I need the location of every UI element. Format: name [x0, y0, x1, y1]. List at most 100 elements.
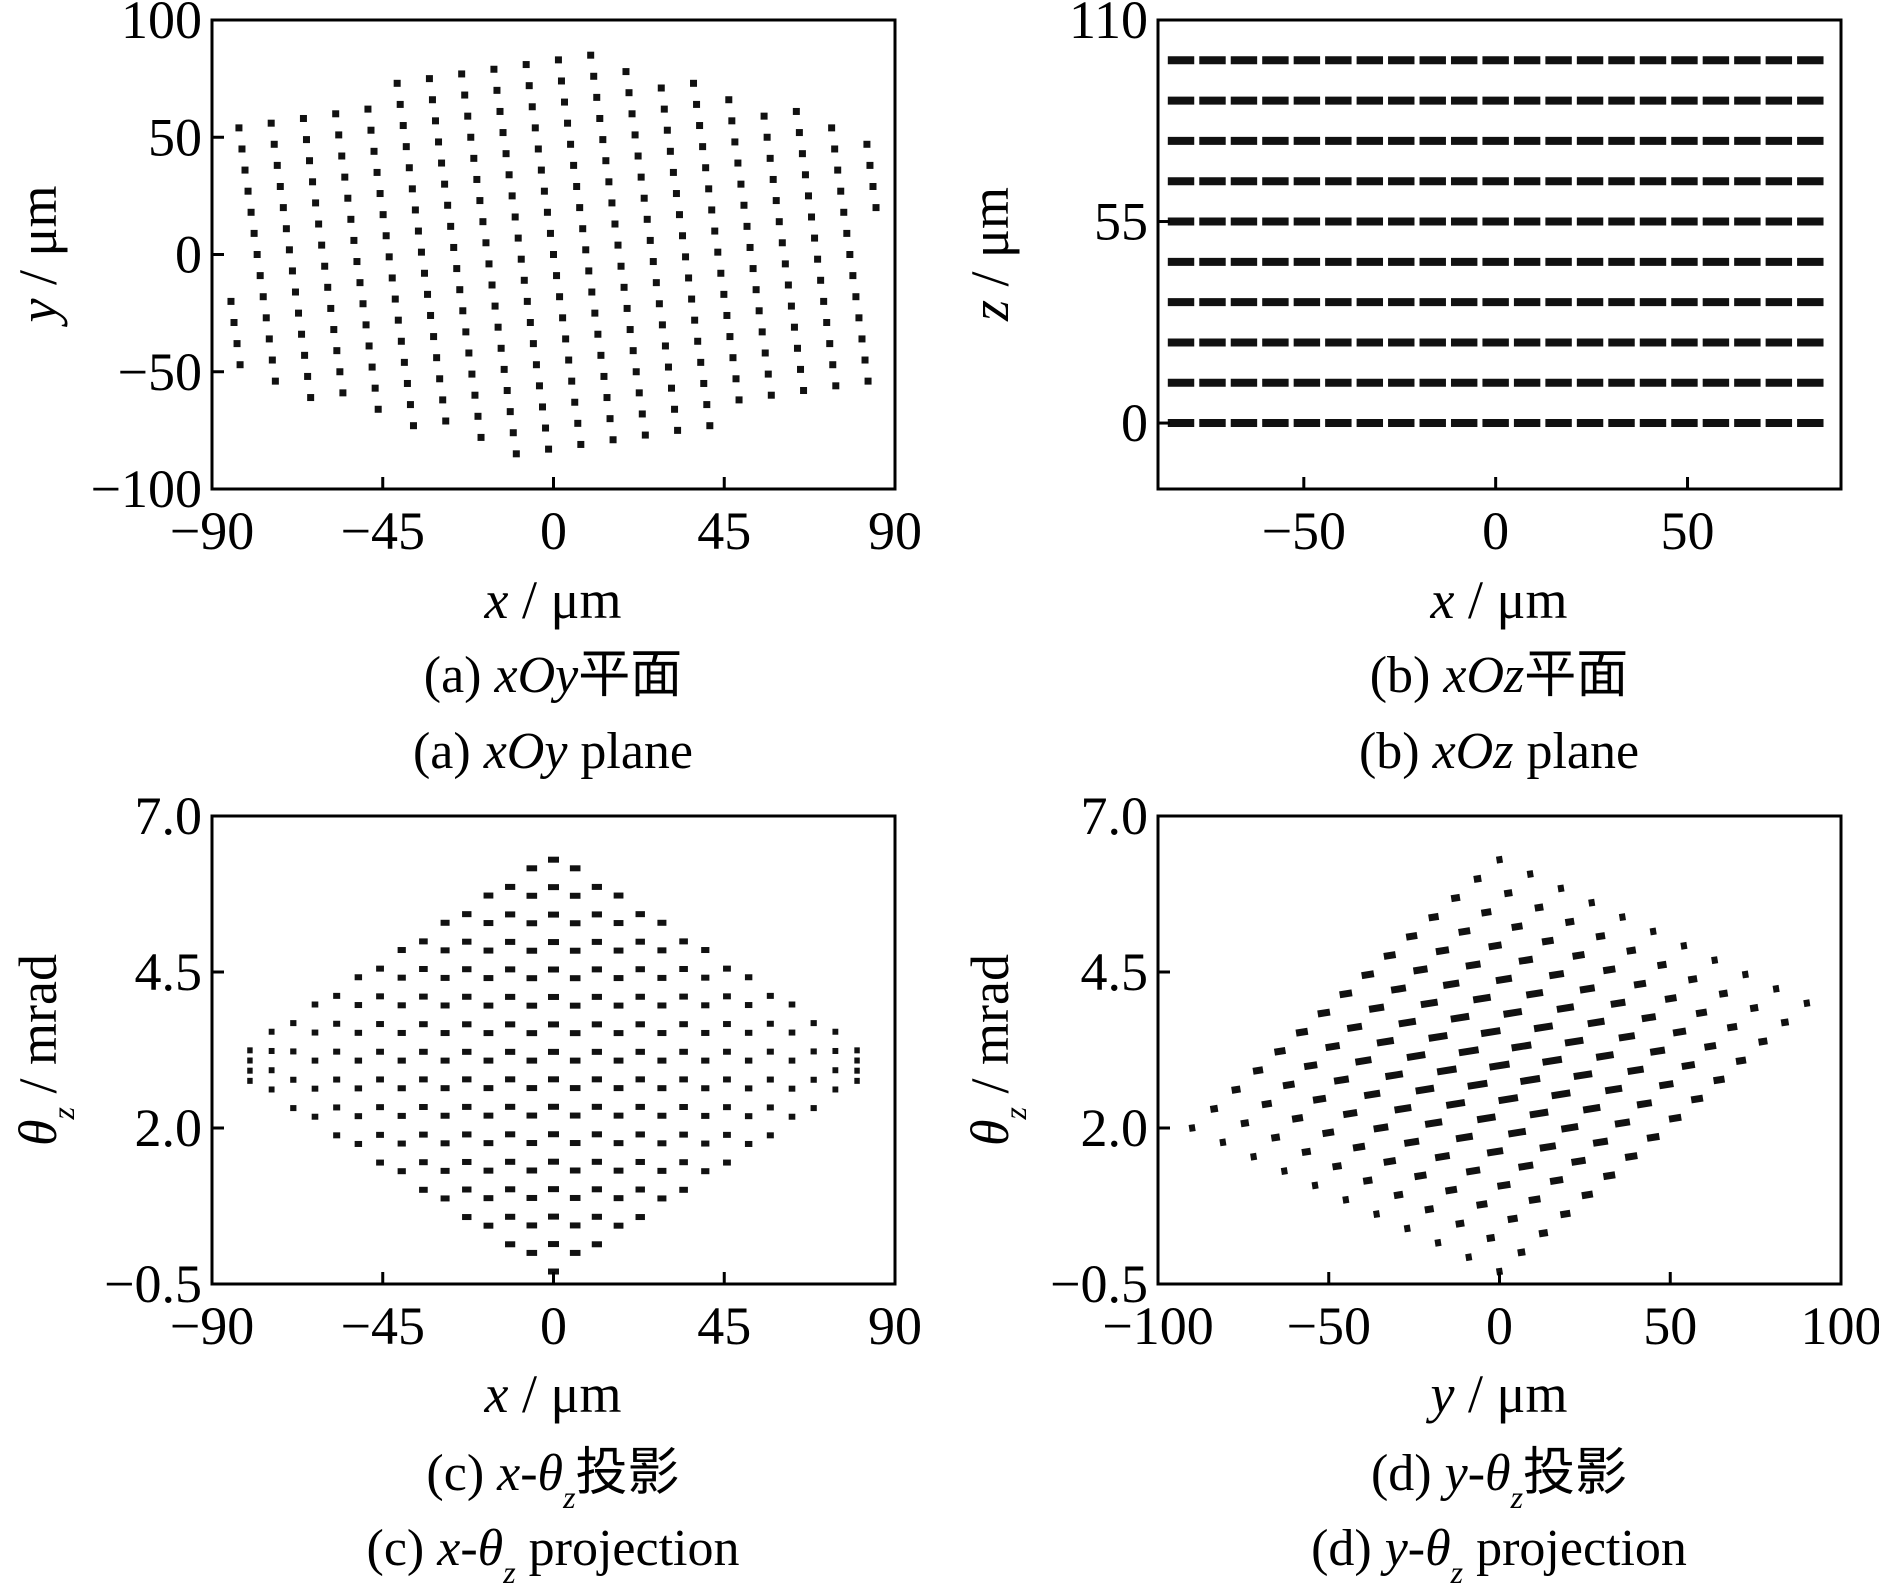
- data-point: [635, 1186, 645, 1193]
- data-point: [526, 920, 538, 927]
- data-point: [462, 1214, 472, 1221]
- data-point: [307, 394, 315, 402]
- data-point: [370, 147, 378, 155]
- data-point: [591, 883, 602, 890]
- data-point: [635, 911, 645, 918]
- data-point: [613, 1112, 624, 1119]
- y-tick-label: −100: [91, 459, 202, 519]
- data-point: [579, 225, 587, 233]
- data-point: [1458, 927, 1471, 936]
- data-point: [526, 1112, 538, 1119]
- data-point: [483, 1085, 494, 1092]
- data-point: [1219, 1138, 1227, 1147]
- data-point: [800, 387, 808, 395]
- data-point: [397, 337, 405, 345]
- data-point: [406, 401, 414, 409]
- data-point: [766, 1020, 774, 1027]
- data-point: [464, 112, 472, 120]
- data-point: [1295, 1027, 1309, 1037]
- data-point: [1749, 1003, 1759, 1013]
- data-point: [543, 208, 551, 216]
- data-point: [528, 103, 536, 111]
- data-point: [569, 1249, 581, 1256]
- data-point: [814, 255, 822, 263]
- data-point: [567, 140, 575, 148]
- data-point: [613, 1195, 624, 1202]
- data-point: [440, 1030, 450, 1037]
- data-points: [247, 856, 860, 1275]
- data-point: [364, 105, 372, 113]
- data-point: [657, 1167, 667, 1174]
- data-point: [508, 192, 516, 200]
- data-point: [640, 194, 648, 202]
- data-point: [474, 412, 482, 420]
- data-point: [311, 1001, 319, 1008]
- data-point: [1376, 1036, 1395, 1047]
- data-point: [354, 1113, 363, 1120]
- data-point: [279, 204, 287, 212]
- data-point: [1362, 1176, 1373, 1185]
- data-point: [333, 347, 341, 355]
- data-point: [587, 51, 595, 59]
- data-point: [1582, 1103, 1601, 1114]
- data-point: [268, 1067, 275, 1074]
- data-point: [1373, 1123, 1389, 1133]
- data-point: [311, 1085, 319, 1092]
- data-point: [268, 356, 276, 364]
- data-point: [591, 1241, 602, 1248]
- data-point: [1488, 1060, 1511, 1071]
- data-point: [846, 251, 854, 258]
- y-axis-ticks: 0 55 110: [1069, 0, 1170, 453]
- data-point: [576, 204, 584, 212]
- data-point: [505, 966, 516, 973]
- data-point: [625, 89, 633, 97]
- data-point: [1529, 1108, 1549, 1119]
- data-point: [700, 379, 708, 387]
- data-point: [1428, 1031, 1448, 1042]
- data-point: [333, 1132, 341, 1139]
- data-point: [569, 1167, 581, 1174]
- data-point: [462, 966, 472, 973]
- data-point: [505, 1021, 516, 1028]
- caption-english: (c) x-θz projection: [367, 1520, 740, 1583]
- data-point: [1486, 1147, 1504, 1157]
- y-tick-label: 2.0: [135, 1098, 203, 1158]
- panel-d-y-theta-projection: −0.5 2.0 4.5 7.0 −100 −50 0 50 100 y / μm θz / …: [960, 786, 1879, 1583]
- data-point: [330, 326, 338, 334]
- data-point: [368, 363, 376, 371]
- data-point: [591, 911, 602, 918]
- data-point: [1526, 870, 1534, 878]
- data-point: [701, 1085, 710, 1092]
- data-point: [1573, 1070, 1593, 1081]
- data-point: [493, 86, 501, 94]
- data-point: [1261, 1099, 1273, 1109]
- data-point: [635, 1158, 645, 1165]
- data-point: [529, 340, 537, 348]
- data-point: [548, 1158, 559, 1165]
- data-point: [599, 136, 607, 144]
- data-point: [832, 1086, 839, 1093]
- data-point: [483, 1167, 494, 1174]
- y-tick-label: 110: [1069, 0, 1148, 50]
- data-point: [512, 450, 520, 458]
- data-point: [658, 321, 666, 329]
- data-point: [1560, 1123, 1579, 1133]
- x-tick-label: 45: [697, 501, 751, 561]
- data-point: [408, 185, 416, 193]
- data-point: [295, 309, 303, 317]
- data-point: [674, 426, 682, 434]
- data-point: [1405, 932, 1418, 941]
- data-point: [744, 1002, 753, 1009]
- data-point: [1420, 998, 1439, 1009]
- data-point: [236, 361, 244, 369]
- data-point: [1604, 1084, 1623, 1095]
- data-point: [679, 1159, 688, 1166]
- data-point: [419, 1104, 428, 1111]
- data-point: [1435, 946, 1450, 956]
- data-point: [526, 975, 538, 982]
- data-point: [318, 241, 326, 249]
- data-point: [419, 1048, 428, 1055]
- data-point: [657, 947, 667, 954]
- data-point: [810, 1105, 817, 1112]
- data-point: [632, 368, 640, 376]
